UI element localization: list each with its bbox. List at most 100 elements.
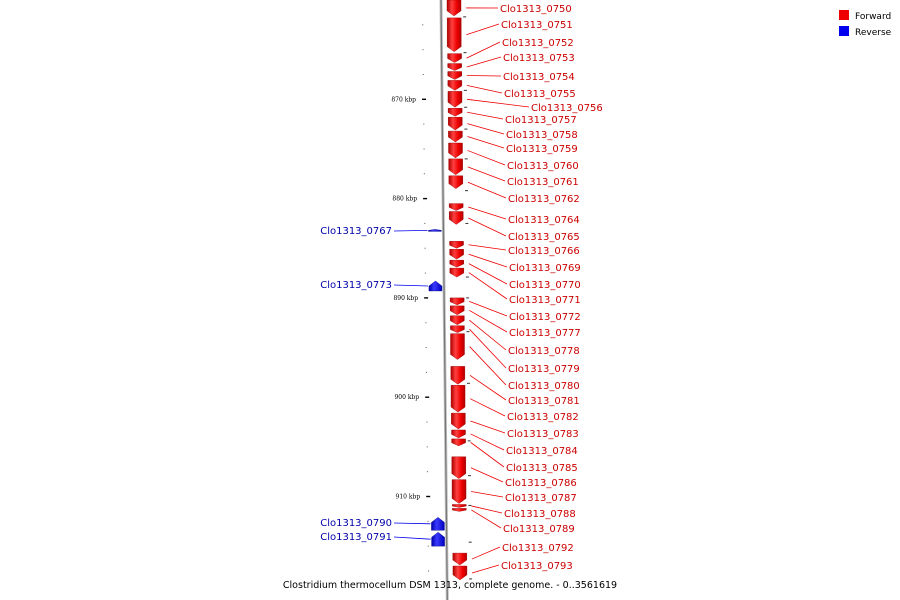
gene-label-Clo1313_0766: Clo1313_0766: [508, 246, 580, 257]
leader-line: [393, 284, 429, 287]
gene-label-Clo1313_0787: Clo1313_0787: [505, 493, 577, 504]
legend-forward-label: Forward: [855, 12, 891, 22]
reverse-gene-Clo1313_0791: [431, 531, 445, 547]
tick-label: 890 kbp: [393, 295, 418, 302]
forward-gene-Clo1313_0793: [452, 565, 468, 581]
leader-line: [466, 98, 530, 108]
legend: Forward Reverse: [839, 10, 892, 38]
gene-label-Clo1313_0752: Clo1313_0752: [502, 38, 574, 49]
gene-label-Clo1313_0756: Clo1313_0756: [531, 103, 603, 114]
forward-gene-Clo1313_0760: [448, 142, 463, 159]
legend-reverse-swatch: [839, 26, 849, 36]
forward-gene-Clo1313_0781: [450, 366, 466, 385]
leader-line: [471, 564, 500, 574]
gene-label-Clo1313_0782: Clo1313_0782: [507, 412, 579, 423]
gene-label-Clo1313_0758: Clo1313_0758: [506, 130, 578, 141]
forward-gene-Clo1313_0751: [446, 17, 462, 52]
legend-forward-swatch: [839, 10, 849, 20]
gene-label-Clo1313_0785: Clo1313_0785: [506, 463, 578, 474]
leader-line: [470, 467, 504, 483]
genome-caption: Clostridium thermocellum DSM 1313, compl…: [283, 580, 617, 591]
leader-line: [469, 301, 508, 317]
gene-label-Clo1313_0779: Clo1313_0779: [508, 364, 580, 375]
reverse-gene-Clo1313_0767: [428, 229, 442, 232]
leader-line: [469, 328, 507, 369]
gene-label-Clo1313_0751: Clo1313_0751: [501, 20, 573, 31]
leader-line: [469, 319, 507, 351]
gene-label-Clo1313_0761: Clo1313_0761: [507, 177, 579, 188]
gene-label-Clo1313_0755: Clo1313_0755: [504, 89, 576, 100]
forward-gene-Clo1313_0759: [448, 130, 463, 143]
forward-gene-Clo1313_0786: [451, 456, 466, 479]
gene-label-Clo1313_0790: Clo1313_0790: [320, 518, 392, 529]
forward-genes: [446, 0, 468, 581]
forward-gene-Clo1313_0756: [447, 91, 463, 108]
leader-line: [393, 522, 431, 525]
gene-label-Clo1313_0788: Clo1313_0788: [504, 509, 576, 520]
reverse-gene-Clo1313_0790: [431, 517, 445, 531]
forward-gene-Clo1313_0771: [449, 267, 465, 278]
forward-gene-Clo1313_0780: [450, 333, 465, 360]
gene-label-Clo1313_0772: Clo1313_0772: [509, 312, 581, 323]
forward-gene-Clo1313_0788: [452, 504, 467, 508]
reverse-genes: [428, 229, 445, 547]
leader-line: [466, 85, 503, 94]
gene-label-Clo1313_0770: Clo1313_0770: [509, 280, 581, 291]
gene-label-Clo1313_0764: Clo1313_0764: [508, 215, 580, 226]
tick-layer: 870 kbp 880 kbp 890 kbp 900 kbp 910 kbp: [391, 16, 473, 580]
leader-line: [468, 263, 508, 285]
gene-label-Clo1313_0759: Clo1313_0759: [506, 144, 578, 155]
leader-line: [471, 546, 501, 560]
forward-gene-Clo1313_0764: [448, 203, 464, 211]
tick-label: 880 kbp: [392, 196, 417, 203]
gene-label-Clo1313_0754: Clo1313_0754: [503, 72, 575, 83]
forward-gene-Clo1313_0757: [447, 108, 463, 117]
leader-line: [467, 136, 505, 149]
gene-label-Clo1313_0791: Clo1313_0791: [320, 532, 392, 543]
gene-label-Clo1313_0760: Clo1313_0760: [507, 161, 579, 172]
leader-line: [467, 111, 504, 120]
leader-line: [467, 166, 506, 182]
gene-label-Clo1313_0793: Clo1313_0793: [501, 561, 573, 572]
leader-line: [471, 491, 504, 498]
leader-line: [467, 181, 507, 199]
leader-line: [466, 75, 502, 77]
gene-label-Clo1313_0792: Clo1313_0792: [502, 543, 574, 554]
gene-label-Clo1313_0784: Clo1313_0784: [506, 446, 578, 457]
gene-label-Clo1313_0757: Clo1313_0757: [505, 115, 577, 126]
forward-gene-Clo1313_0792: [452, 552, 468, 566]
leader-line: [470, 420, 506, 434]
gene-label-Clo1313_0783: Clo1313_0783: [507, 429, 579, 440]
leader-line: [469, 375, 507, 401]
leader-line: [469, 346, 507, 386]
tick-label: 910 kbp: [396, 494, 421, 501]
forward-gene-Clo1313_0752: [447, 53, 462, 63]
gene-label-Clo1313_0777: Clo1313_0777: [509, 328, 581, 339]
forward-gene-Clo1313_0754: [447, 71, 462, 80]
leader-line: [393, 536, 431, 540]
backbone-layer: [439, 0, 449, 600]
leader-line: [466, 41, 501, 59]
forward-gene-Clo1313_0758: [448, 116, 463, 131]
forward-gene-Clo1313_0765: [449, 211, 464, 225]
forward-gene-Clo1313_0779: [450, 325, 465, 333]
forward-gene-Clo1313_0785: [451, 438, 466, 447]
forward-gene-Clo1313_0750: [446, 0, 462, 17]
forward-gene-Clo1313_0761: [448, 158, 463, 176]
gene-label-Clo1313_0773: Clo1313_0773: [320, 280, 392, 291]
leader-line: [393, 229, 428, 232]
leader-line: [470, 442, 505, 468]
leader-line: [467, 150, 506, 166]
gene-label-Clo1313_0767: Clo1313_0767: [320, 226, 392, 237]
forward-gene-Clo1313_0777: [450, 305, 465, 316]
leader-line: [470, 433, 505, 451]
gene-label-Clo1313_0781: Clo1313_0781: [508, 396, 580, 407]
gene-label-Clo1313_0762: Clo1313_0762: [508, 194, 580, 205]
gene-label-Clo1313_0771: Clo1313_0771: [509, 295, 581, 306]
reverse-gene-Clo1313_0773: [428, 280, 443, 292]
forward-gene-Clo1313_0778: [450, 315, 465, 325]
leader-line: [469, 309, 508, 333]
leader-line: [466, 56, 502, 68]
forward-gene-Clo1313_0789: [452, 508, 467, 512]
